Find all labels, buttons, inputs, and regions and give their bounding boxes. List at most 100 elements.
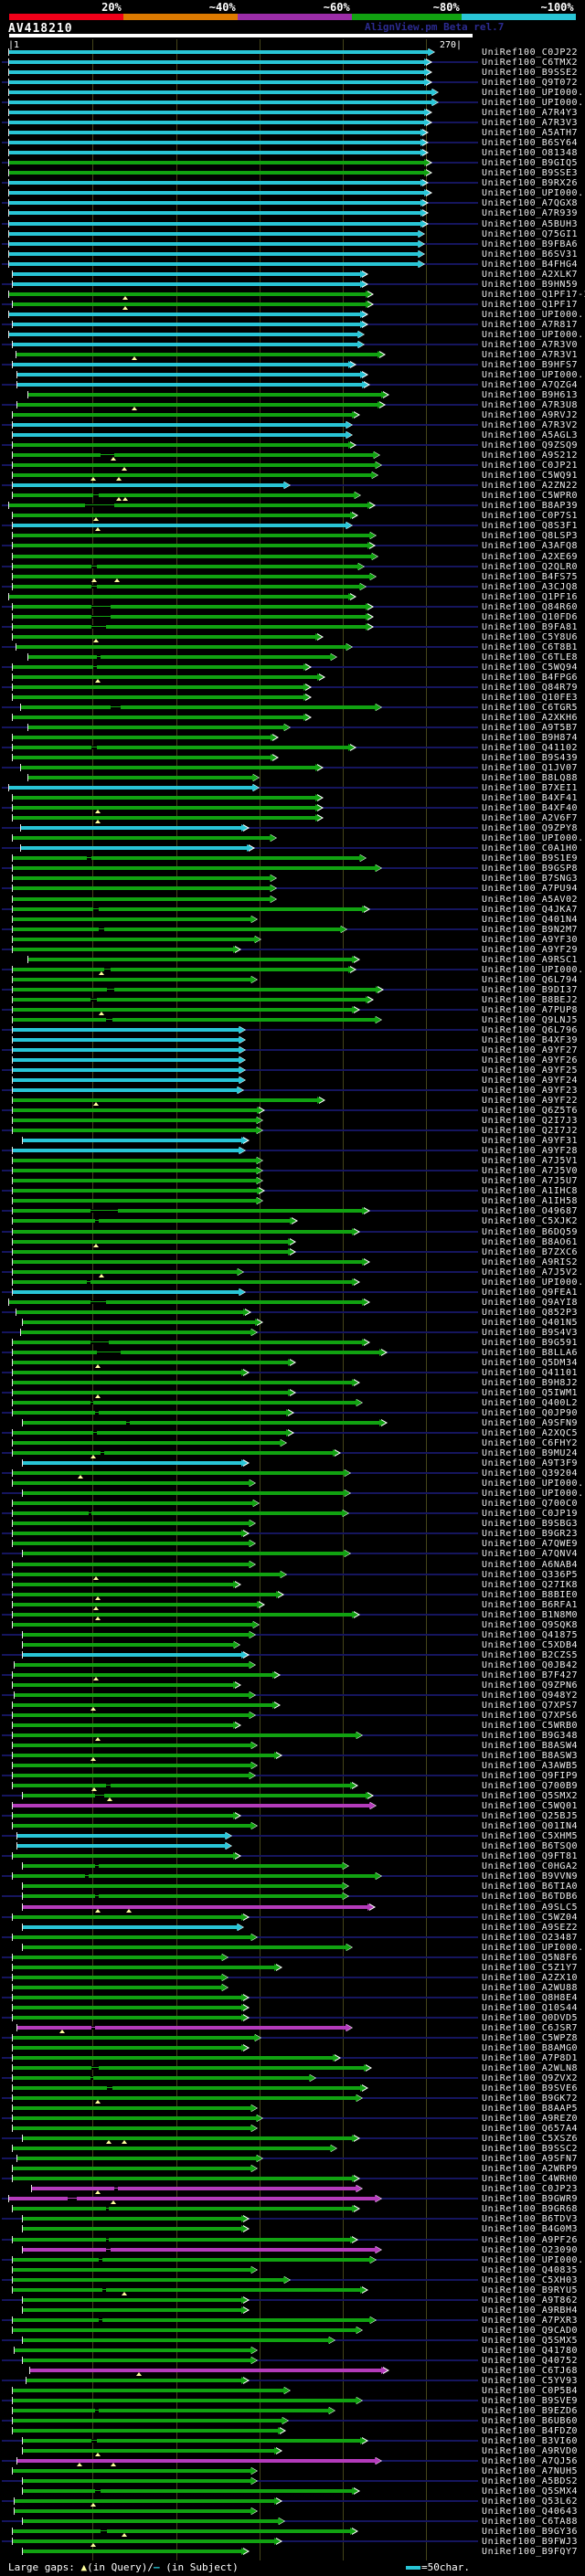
hit-label[interactable]: UniRef100_C0JP23 [482, 2184, 579, 2194]
hit-label[interactable]: UniRef100_B9GSP8 [482, 864, 579, 874]
alignment-bar[interactable] [11, 1601, 265, 1608]
alignment-bar[interactable] [8, 69, 432, 76]
hit-label[interactable]: UniRef100_B2CZS5 [482, 1650, 579, 1660]
alignment-bar[interactable] [11, 1571, 288, 1578]
alignment-bar[interactable] [11, 2014, 250, 2021]
alignment-bar[interactable] [11, 411, 360, 419]
hit-label[interactable]: UniRef100_B8AAP5 [482, 2104, 579, 2114]
hit-label[interactable]: UniRef100_B6SV31 [482, 249, 579, 260]
hit-label[interactable]: UniRef100_C6TMX2 [482, 58, 579, 68]
alignment-bar[interactable] [13, 2347, 259, 2354]
hit-label[interactable]: UniRef100_B9RX26 [482, 178, 579, 188]
hit-label[interactable]: UniRef100_A7R3U8 [482, 400, 579, 410]
hit-label[interactable]: UniRef100_A3AFQ8 [482, 541, 579, 551]
alignment-bar[interactable] [11, 804, 324, 811]
alignment-bar[interactable] [11, 1197, 263, 1204]
alignment-bar[interactable] [11, 2125, 259, 2132]
hit-label[interactable]: UniRef100_Q25BJ5 [482, 1811, 579, 1821]
alignment-bar[interactable] [11, 482, 292, 489]
hit-label[interactable]: UniRef100_B7ZXC6 [482, 1247, 579, 1257]
hit-label[interactable]: UniRef100_A9RIS2 [482, 1257, 579, 1267]
alignment-bar[interactable] [22, 2306, 250, 2314]
hit-label[interactable]: UniRef100_B9SBG3 [482, 1519, 579, 1529]
alignment-bar[interactable] [11, 1752, 282, 1759]
hit-label[interactable]: UniRef100_B6TDB6 [482, 1892, 579, 1902]
alignment-bar[interactable] [22, 2437, 368, 2444]
hit-label[interactable]: UniRef100_C5XSZ6 [482, 2134, 579, 2144]
hit-label[interactable]: UniRef100_O49687 [482, 1206, 579, 1216]
hit-label[interactable]: UniRef100_B9S4V3 [482, 1328, 579, 1338]
alignment-bar[interactable] [11, 2064, 372, 2072]
alignment-bar[interactable] [8, 199, 429, 207]
hit-label[interactable]: UniRef100_B8LLA6 [482, 1348, 579, 1358]
hit-label[interactable]: UniRef100_UPI000.. [482, 1943, 585, 1953]
hit-label[interactable]: UniRef100_A9YF23 [482, 1086, 579, 1096]
hit-label[interactable]: UniRef100_A7J5V1 [482, 1156, 579, 1166]
hit-label[interactable]: UniRef100_A2WRP9 [482, 2164, 579, 2174]
alignment-bar[interactable] [11, 1238, 296, 1246]
alignment-bar[interactable] [11, 896, 278, 903]
hit-label[interactable]: UniRef100_Q700C0 [482, 1499, 579, 1509]
alignment-bar[interactable] [16, 371, 368, 378]
alignment-bar[interactable] [13, 2497, 282, 2505]
hit-label[interactable]: UniRef100_Q9FEA1 [482, 1288, 579, 1298]
hit-label[interactable]: UniRef100_Q401N5 [482, 1318, 579, 1328]
alignment-bar[interactable] [8, 260, 426, 268]
alignment-bar[interactable] [8, 119, 432, 126]
alignment-bar[interactable] [11, 1722, 241, 1729]
alignment-bar[interactable] [11, 966, 356, 973]
alignment-bar[interactable] [11, 2528, 358, 2535]
hit-label[interactable]: UniRef100_C6TA88 [482, 2517, 579, 2527]
alignment-bar[interactable] [11, 1066, 247, 1074]
hit-label[interactable]: UniRef100_Q9CAD0 [482, 2326, 579, 2336]
hit-label[interactable]: UniRef100_B9G348 [482, 1731, 579, 1741]
alignment-bar[interactable] [11, 2034, 262, 2041]
hit-label[interactable]: UniRef100_A7QJ56 [482, 2456, 579, 2466]
hit-label[interactable]: UniRef100_A9YF25 [482, 1065, 579, 1076]
alignment-bar[interactable] [16, 2457, 383, 2465]
alignment-bar[interactable] [11, 1540, 257, 1547]
hit-label[interactable]: UniRef100_UPI000.. [482, 2255, 585, 2265]
hit-label[interactable]: UniRef100_Q9ZPN6 [482, 1680, 579, 1691]
alignment-bar[interactable] [20, 844, 255, 852]
alignment-bar[interactable] [11, 996, 374, 1003]
alignment-bar[interactable] [11, 1732, 364, 1739]
hit-label[interactable]: UniRef100_UPI000.. [482, 1277, 585, 1288]
hit-label[interactable]: UniRef100_B9SSE3 [482, 168, 579, 178]
hit-label[interactable]: UniRef100_B8BEJ2 [482, 995, 579, 1005]
alignment-bar[interactable] [11, 341, 366, 348]
alignment-bar[interactable] [22, 2337, 336, 2344]
hit-label[interactable]: UniRef100_A7R939 [482, 208, 579, 218]
hit-label[interactable]: UniRef100_B9HFS7 [482, 360, 579, 370]
hit-label[interactable]: UniRef100_C6JSR7 [482, 2023, 579, 2033]
alignment-bar[interactable] [11, 1510, 350, 1517]
alignment-bar[interactable] [11, 1439, 288, 1447]
alignment-bar[interactable] [22, 1944, 353, 1951]
alignment-bar[interactable] [11, 663, 312, 671]
hit-label[interactable]: UniRef100_A9SLC5 [482, 1903, 579, 1913]
alignment-bar[interactable] [22, 2357, 259, 2364]
hit-label[interactable]: UniRef100_Q9FT81 [482, 1851, 579, 1861]
alignment-bar[interactable] [11, 633, 324, 641]
hit-label[interactable]: UniRef100_B6RFA1 [482, 1600, 579, 1610]
alignment-bar[interactable] [11, 1964, 282, 1971]
alignment-bar[interactable] [11, 361, 356, 368]
alignment-bar[interactable] [30, 2185, 364, 2192]
alignment-bar[interactable] [11, 1217, 298, 1224]
alignment-bar[interactable] [11, 916, 259, 923]
hit-label[interactable]: UniRef100_B9G591 [482, 1338, 579, 1348]
hit-label[interactable]: UniRef100_B9SVE9 [482, 2396, 579, 2406]
hit-label[interactable]: UniRef100_A9YF24 [482, 1076, 579, 1086]
hit-label[interactable]: UniRef100_B8AO61 [482, 1237, 579, 1247]
alignment-bar[interactable] [11, 603, 374, 610]
alignment-bar[interactable] [8, 149, 429, 156]
hit-label[interactable]: UniRef100_B9GR23 [482, 1529, 579, 1539]
hit-label[interactable]: UniRef100_B8AP39 [482, 501, 579, 511]
hit-label[interactable]: UniRef100_Q852P3 [482, 1308, 579, 1318]
hit-label[interactable]: UniRef100_C5Z1Y7 [482, 1963, 579, 1973]
hit-label[interactable]: UniRef100_C5XH03 [482, 2275, 579, 2285]
alignment-bar[interactable] [11, 906, 370, 913]
hit-label[interactable]: UniRef100_C4WRH0 [482, 2174, 579, 2184]
alignment-bar[interactable] [11, 1026, 247, 1034]
hit-label[interactable]: UniRef100_A9SFN7 [482, 2154, 579, 2164]
